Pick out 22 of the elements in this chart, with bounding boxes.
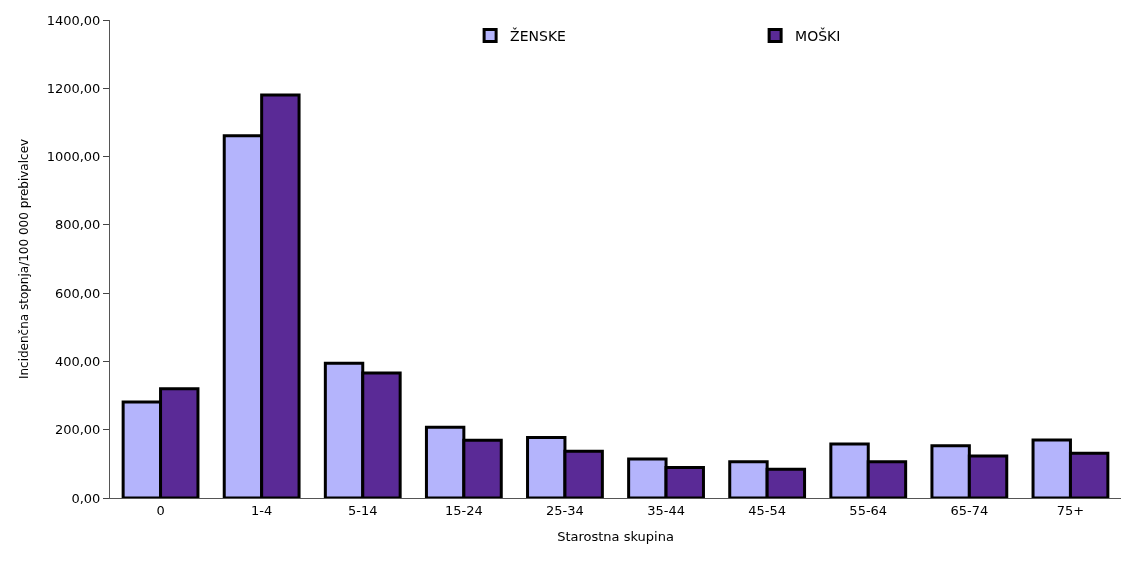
y-tick-label: 400,00 [54,353,101,369]
x-tick-label: 35-44 [647,502,685,518]
x-tick-label: 5-14 [347,502,378,518]
legend-label: MOŠKI [795,27,841,45]
y-axis-title: Incidenčna stopnja/100 000 prebivalcev [16,138,31,380]
y-tick-label: 200,00 [54,422,101,438]
x-tick-label: 55-64 [849,502,888,518]
y-tick-label: 800,00 [54,217,101,233]
y-tick-label: 1000,00 [46,149,101,165]
x-tick-label: 25-34 [546,502,584,518]
y-tick-label: 600,00 [54,285,101,301]
x-tick-label: 65-74 [950,502,989,518]
x-tick-label: 45-54 [748,502,787,518]
x-tick-label: 15-24 [444,502,483,518]
x-tick-label: 0 [156,502,165,518]
y-tick-label: 0,00 [71,490,101,506]
x-axis-title: Starostna skupina [557,529,674,545]
y-tick-label: 1200,00 [46,80,101,96]
x-tick-label: 75+ [1056,502,1085,518]
x-tick-label: 1-4 [251,502,273,518]
y-tick-label: 1400,00 [46,12,101,28]
legend-label: ŽENSKE [510,27,566,45]
